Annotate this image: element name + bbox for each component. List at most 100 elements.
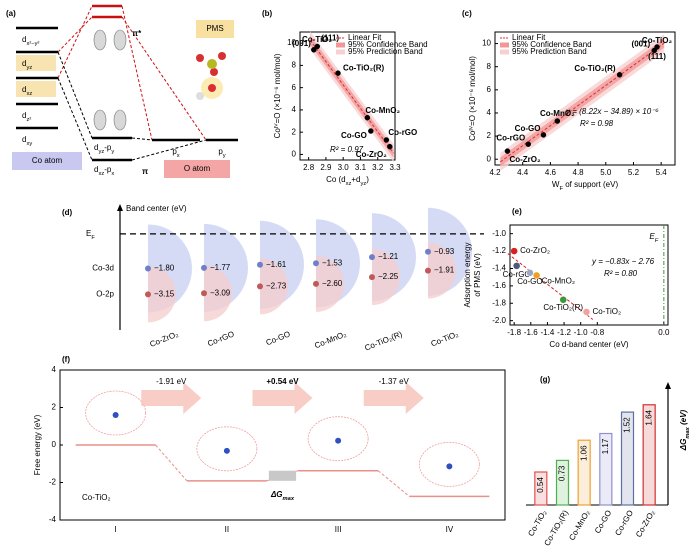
plot-frame <box>494 31 676 166</box>
point-label: Co-rGO <box>388 128 417 137</box>
panel-label: (f) <box>62 355 70 364</box>
text-part: max <box>283 495 295 501</box>
x-tick-label: -1.4 <box>541 328 555 337</box>
value-label: −2.73 <box>266 281 287 290</box>
bonding-label: dxz-px <box>94 165 114 176</box>
band-center <box>425 248 431 255</box>
x-tick-label: -0.8 <box>590 328 604 337</box>
legend-swatch <box>500 42 509 48</box>
text-part: ΔG <box>679 439 688 452</box>
value-label: 1.64 <box>644 409 653 425</box>
y-tick-label: -1.8 <box>492 298 506 307</box>
bar <box>599 432 613 506</box>
o-orbital-label: px <box>172 147 179 158</box>
band-center <box>369 254 375 261</box>
band-shape <box>428 242 456 299</box>
text-part: yz <box>98 149 104 155</box>
step-label: -1.91 eV <box>156 377 187 386</box>
atom <box>196 92 204 100</box>
text-part: F <box>655 238 659 244</box>
antibonding-label: π* <box>132 29 142 38</box>
x-tick-label: 4.6 <box>545 168 557 177</box>
text-part: ΔG <box>270 490 283 499</box>
legend-swatch <box>500 49 509 55</box>
fit-line <box>309 39 395 154</box>
y-tick-label: 8 <box>292 61 297 70</box>
text-part: yz <box>26 65 32 71</box>
panel-label: (d) <box>62 208 73 217</box>
text-part: d <box>22 59 26 68</box>
step-arrow <box>252 382 313 414</box>
y-axis-label: Adsorption energy <box>463 243 472 308</box>
data-point <box>526 269 534 277</box>
connector <box>155 444 188 482</box>
axis-arrow <box>117 204 123 211</box>
data-point <box>532 271 541 280</box>
correlation-line <box>57 16 93 53</box>
fit-line <box>507 253 594 320</box>
catalyst-cluster <box>196 426 258 472</box>
series-label: O-2p <box>96 290 114 299</box>
band-center <box>313 260 319 267</box>
annotation: Co-TiO₂ <box>642 36 673 45</box>
value-label: −3.09 <box>210 288 231 297</box>
legend-label: 95% Prediction Band <box>348 47 423 56</box>
y-axis-label: Band center (eV) <box>126 204 187 213</box>
category-label: Co-GO <box>593 509 613 535</box>
orbital-lobe <box>113 29 127 51</box>
y-axis-label: ΔGmax (eV) <box>679 409 690 451</box>
annotation: y = (8.22x − 34.89) × 10⁻⁶ <box>565 107 659 116</box>
step-label: +0.54 eV <box>266 377 299 386</box>
legend-label: Linear Fit <box>512 33 546 42</box>
point-label: Co-MnO₂ <box>365 106 400 115</box>
x-tick-label: -1.2 <box>557 328 571 337</box>
band-center <box>313 280 319 287</box>
x-tick-label: 5.2 <box>628 168 640 177</box>
text-part: (eV) <box>679 409 688 427</box>
x-tick-label: 4.4 <box>517 168 529 177</box>
x-tick-label: I <box>115 525 117 534</box>
y-axis-label: of PMS (eV) <box>473 253 482 297</box>
legend-label: Linear Fit <box>348 33 382 42</box>
panel-label: (c) <box>462 9 472 18</box>
band-shape <box>204 265 233 322</box>
y-tick-label: 6 <box>292 83 297 92</box>
text-part: F <box>91 234 95 240</box>
annotation: R² = 0.98 <box>580 119 614 128</box>
point-label: Co-GO <box>341 131 367 140</box>
orbital-lobe <box>113 109 127 131</box>
legend-swatch <box>336 42 345 48</box>
bonding-symbol: π <box>142 167 148 176</box>
band-center <box>201 264 207 271</box>
connector <box>377 470 410 497</box>
atom <box>218 52 226 60</box>
x-tick-label: 2.8 <box>303 163 315 172</box>
fermi-label: EF <box>86 229 95 240</box>
x-tick-label: 4.8 <box>573 168 585 177</box>
text-part: W <box>552 180 560 189</box>
x-tick-label: 4.2 <box>489 168 501 177</box>
point-label: (001) <box>292 39 311 48</box>
legend-label: 95% Prediction Band <box>512 47 587 56</box>
text-part: E <box>86 229 91 238</box>
point-label: Co-ZrO₂ <box>520 246 550 255</box>
point-label: Co-GO <box>517 277 542 286</box>
point-label: (111) <box>321 34 339 43</box>
text-part: z² <box>26 117 31 123</box>
y-tick-label: 2 <box>292 127 297 136</box>
band-center <box>145 291 151 298</box>
data-point <box>554 118 561 124</box>
x-tick-label: -1.0 <box>574 328 588 337</box>
bar <box>534 471 548 506</box>
orbital-label: dyz <box>22 59 32 70</box>
text-part: xz <box>98 171 104 177</box>
fermi-label: EF <box>649 232 658 243</box>
text-part: d <box>94 165 98 174</box>
y-axis-label: Coᴵⱽ=O (×10⁻⁶ mol/mol) <box>468 56 477 141</box>
band-shape <box>372 249 401 306</box>
point-label: Co-MnO₂ <box>542 277 575 286</box>
point-label: Co-TiO₂(R) <box>543 303 583 312</box>
x-tick-label: 3.0 <box>338 163 350 172</box>
catalyst-cluster <box>307 416 369 462</box>
